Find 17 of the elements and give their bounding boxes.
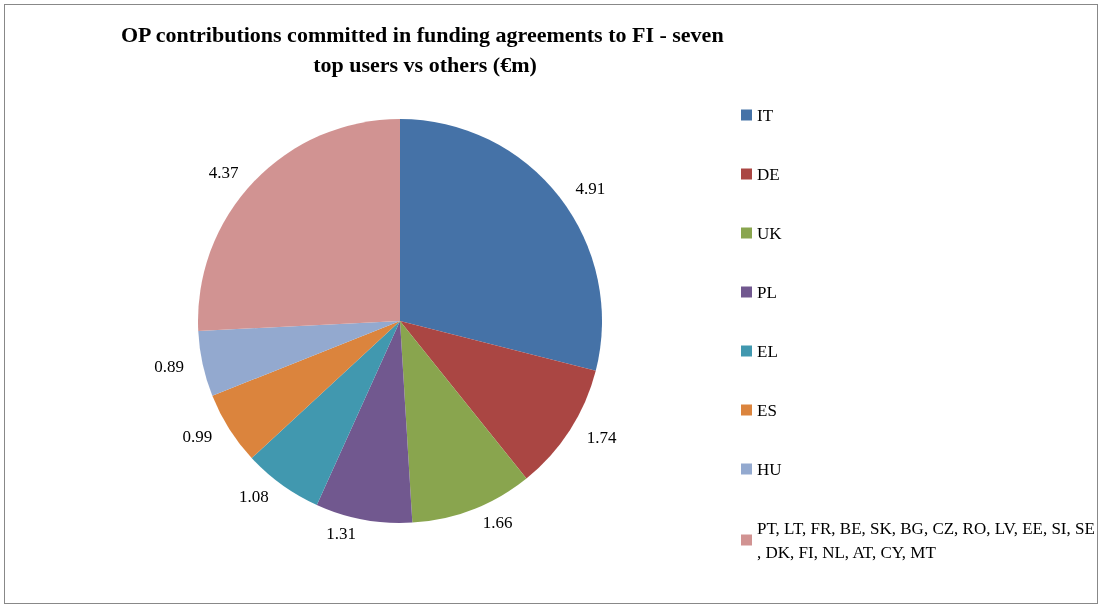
data-label: 4.91 bbox=[575, 178, 606, 198]
data-label: 1.66 bbox=[482, 512, 513, 532]
chart-title: OP contributions committed in funding agreements to FI - seven top users vs others (€m) bbox=[120, 21, 730, 77]
data-label: 4.37 bbox=[208, 162, 240, 182]
legend-label: IT bbox=[757, 105, 774, 125]
legend-label: DE bbox=[757, 164, 780, 184]
data-label: 0.89 bbox=[154, 357, 184, 377]
data-label: 0.99 bbox=[182, 426, 213, 446]
legend-label: ES bbox=[757, 400, 777, 420]
data-label: 1.08 bbox=[238, 486, 269, 506]
legend-label: UK bbox=[757, 223, 783, 243]
legend-label: PL bbox=[757, 282, 777, 302]
legend-label: EL bbox=[757, 341, 778, 361]
data-label: 1.74 bbox=[586, 428, 617, 448]
legend-label: HU bbox=[757, 459, 782, 479]
data-label: 1.31 bbox=[326, 523, 356, 543]
legend-label: PT, LT, FR, BE, SK, BG, CZ, RO, LV, EE, SI, SE, DK, FI, NL, AT, CY, MT bbox=[757, 518, 1095, 562]
